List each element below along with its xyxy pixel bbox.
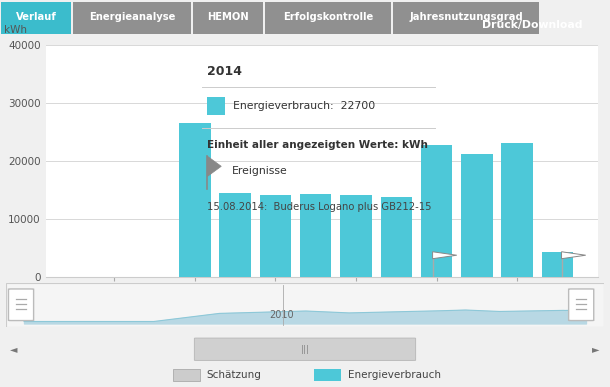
Text: Schätzung: Schätzung: [207, 370, 262, 380]
Bar: [260, 195, 291, 277]
Text: |||: |||: [301, 345, 309, 354]
Text: Energieverbrauch: Energieverbrauch: [348, 370, 440, 380]
Text: 2014: 2014: [207, 65, 242, 78]
FancyBboxPatch shape: [6, 283, 604, 327]
Text: HEMON: HEMON: [207, 12, 249, 22]
Bar: [179, 123, 210, 277]
FancyBboxPatch shape: [193, 2, 263, 34]
Text: Verlauf: Verlauf: [16, 12, 57, 22]
FancyBboxPatch shape: [9, 289, 34, 320]
FancyBboxPatch shape: [1, 2, 71, 34]
Text: 2010: 2010: [269, 310, 293, 320]
Bar: [340, 195, 371, 277]
Bar: [300, 194, 331, 277]
Text: Druck/Download: Druck/Download: [482, 20, 583, 30]
Bar: [461, 154, 493, 277]
Text: Erfolgskontrolle: Erfolgskontrolle: [283, 12, 373, 22]
Bar: [421, 145, 453, 277]
Text: ◄: ◄: [10, 344, 18, 354]
FancyBboxPatch shape: [195, 338, 415, 360]
FancyBboxPatch shape: [173, 369, 200, 381]
FancyBboxPatch shape: [73, 2, 191, 34]
Bar: [220, 192, 251, 277]
Bar: [542, 252, 573, 277]
Text: Energieanalyse: Energieanalyse: [89, 12, 175, 22]
Polygon shape: [207, 156, 221, 176]
Text: ►: ►: [592, 344, 600, 354]
Bar: [381, 197, 412, 277]
Text: Ereignisse: Ereignisse: [231, 166, 287, 176]
Text: Jahresnutzungsgrad: Jahresnutzungsgrad: [409, 12, 523, 22]
Text: 15.08.2014:  Buderus Logano plus GB212-15: 15.08.2014: Buderus Logano plus GB212-15: [207, 202, 432, 212]
FancyBboxPatch shape: [265, 2, 391, 34]
FancyBboxPatch shape: [569, 289, 594, 320]
Text: Energieverbrauch:  22700: Energieverbrauch: 22700: [232, 101, 375, 111]
FancyBboxPatch shape: [207, 97, 225, 115]
FancyBboxPatch shape: [314, 369, 341, 381]
Text: kWh: kWh: [4, 25, 27, 35]
Bar: [501, 143, 533, 277]
Polygon shape: [562, 252, 586, 259]
Polygon shape: [432, 252, 457, 259]
Text: Einheit aller angezeigten Werte: kWh: Einheit aller angezeigten Werte: kWh: [207, 140, 428, 150]
FancyBboxPatch shape: [393, 2, 539, 34]
